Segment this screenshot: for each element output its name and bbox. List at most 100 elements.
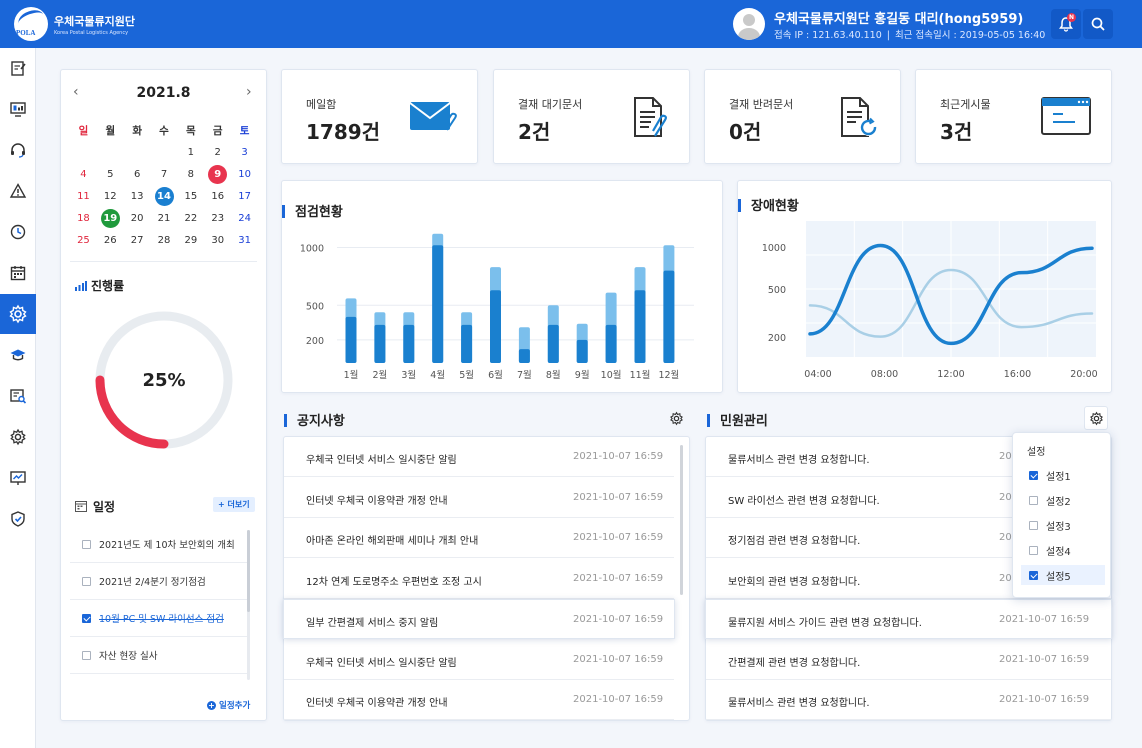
schedule-checkbox[interactable]	[82, 576, 91, 586]
option-checkbox[interactable]	[1029, 495, 1038, 505]
option-checkbox[interactable]	[1029, 545, 1038, 555]
option-checkbox[interactable]	[1029, 570, 1038, 580]
calendar-day[interactable]: 25	[77, 235, 90, 246]
list-item[interactable]: 인터넷 우체국 이용약관 개정 안내 2021-10-07 16:59	[284, 478, 674, 518]
calendar-day[interactable]: 19	[97, 208, 124, 230]
calendar-day[interactable]: 8	[187, 169, 195, 180]
calendar-day[interactable]: 15	[184, 191, 198, 202]
calendar-day[interactable]: 27	[130, 235, 144, 246]
calendar-day[interactable]: 29	[184, 235, 198, 246]
calendar-day[interactable]: 10	[238, 169, 251, 180]
schedule-more-button[interactable]: + 더보기	[213, 497, 255, 512]
notice-settings-button[interactable]	[664, 406, 688, 430]
list-item[interactable]: 인터넷 우체국 이용약관 개정 안내 2021-10-07 16:59	[284, 680, 674, 720]
schedule-item[interactable]: 자산 현장 실사	[70, 637, 248, 674]
calendar-day[interactable]: 20	[130, 213, 144, 224]
sidebar-item-history[interactable]	[0, 212, 36, 252]
dropdown-option[interactable]: 설정5	[1021, 565, 1105, 585]
prev-month-button[interactable]: ‹	[73, 84, 79, 100]
calendar-day[interactable]: 4	[80, 169, 87, 180]
stat-card-pending[interactable]: 결재 대기문서 2건	[493, 69, 690, 164]
user-avatar[interactable]	[733, 8, 765, 40]
failure-chart-panel: 장애현황 1000 500 200 04:00 08:00 12:00 16:00 20:00	[737, 180, 1112, 393]
schedule-item[interactable]: 10월 PC 및 SW 라이선스 점검	[70, 600, 248, 637]
list-item[interactable]: 우체국 인터넷 서비스 일시중단 알림 2021-10-07 16:59	[284, 640, 674, 680]
bar-value	[461, 324, 473, 363]
schedule-text: 2021년 2/4분기 정기점검	[99, 577, 206, 588]
list-item[interactable]: 12차 연계 도로명주소 우편번호 조정 고시 2021-10-07 16:59	[284, 559, 674, 599]
schedule-scrollbar[interactable]	[247, 530, 250, 680]
schedule-checkbox[interactable]	[82, 613, 91, 623]
option-checkbox[interactable]	[1029, 470, 1038, 480]
dropdown-option[interactable]: 설정1	[1021, 465, 1105, 485]
add-schedule-button[interactable]: + 일정추가	[207, 700, 251, 711]
calendar-day[interactable]: 9	[204, 164, 231, 186]
next-month-button[interactable]: ›	[246, 84, 252, 100]
sidebar-item-edit[interactable]	[0, 48, 36, 88]
sidebar-item-calendar[interactable]	[0, 253, 36, 293]
sidebar-item-docs[interactable]	[0, 376, 36, 416]
calendar-day[interactable]: 13	[130, 191, 144, 202]
list-item[interactable]: 일부 간편결제 서비스 중지 알림 2021-10-07 16:59	[283, 599, 675, 639]
schedule-checkbox[interactable]	[82, 650, 91, 660]
stat-card-recent-posts[interactable]: 최근게시물 3건	[915, 69, 1112, 164]
calendar-day[interactable]: 18	[77, 213, 90, 224]
calendar-day[interactable]: 12	[103, 191, 117, 202]
option-checkbox[interactable]	[1029, 520, 1038, 530]
dropdown-option[interactable]: 설정4	[1021, 540, 1105, 560]
calendar-day[interactable]: 11	[77, 191, 90, 202]
sidebar-item-monitor[interactable]	[0, 89, 36, 129]
list-item-title: 간편결제 관련 변경 요청합니다.	[728, 657, 861, 669]
sidebar-item-alert[interactable]	[0, 171, 36, 211]
stat-card-rejected[interactable]: 결재 반려문서 0건	[704, 69, 901, 164]
sidebar-item-education[interactable]	[0, 335, 36, 375]
calendar-day[interactable]: 7	[160, 169, 168, 180]
schedule-list: 2021년도 제 10차 보안회의 개최 2021년 2/4분기 정기점검 10월 …	[70, 526, 248, 686]
calendar-day[interactable]: 3	[241, 147, 248, 158]
calendar-day[interactable]: 16	[211, 191, 225, 202]
list-item[interactable]: 간편결제 관련 변경 요청합니다. 2021-10-07 16:59	[706, 640, 1111, 680]
schedule-item[interactable]: 2021년도 제 10차 보안회의 개최	[70, 526, 248, 563]
schedule-item[interactable]: 2021년 2/4분기 정기점검	[70, 563, 248, 600]
dropdown-option[interactable]: 설정2	[1021, 490, 1105, 510]
calendar-day[interactable]: 5	[107, 169, 114, 180]
sidebar-item-config[interactable]	[0, 417, 36, 457]
calendar-day[interactable]: 30	[211, 235, 225, 246]
sidebar-item-security[interactable]	[0, 499, 36, 539]
graduation-cap-icon	[10, 349, 26, 361]
schedule-item[interactable]: 네트워크 정기 점검	[70, 674, 248, 686]
search-button[interactable]	[1083, 9, 1113, 39]
complaint-settings-button[interactable]	[1084, 406, 1108, 430]
list-item[interactable]: 물류지원 서비스 가이드 관련 변경 요청합니다. 2021-10-07 16:5…	[705, 599, 1112, 639]
calendar-day[interactable]: 14	[151, 186, 178, 208]
calendar-day[interactable]: 6	[133, 169, 141, 180]
notice-scrollbar[interactable]	[680, 445, 683, 595]
list-item[interactable]: 물류서비스 관련 변경 요청합니다. 2021-10-07 16:59	[706, 680, 1111, 720]
failure-chart-title: 장애현황	[738, 195, 799, 214]
calendar-day[interactable]: 21	[157, 213, 171, 224]
sidebar-item-support[interactable]	[0, 130, 36, 170]
calendar-day	[151, 142, 178, 164]
notification-button[interactable]: N	[1051, 9, 1081, 39]
calendar-day[interactable]: 28	[157, 235, 171, 246]
list-item[interactable]: 아마존 온라인 해외판매 세미나 개최 안내 2021-10-07 16:59	[284, 518, 674, 558]
dropdown-option[interactable]: 설정3	[1021, 515, 1105, 535]
stat-card-mail[interactable]: 메일함 1789건	[281, 69, 478, 164]
calendar-day[interactable]: 1	[187, 147, 195, 158]
list-item[interactable]: 우체국 인터넷 서비스 일시중단 알림 2021-10-07 16:59	[284, 437, 674, 477]
calendar-day[interactable]: 2	[214, 147, 221, 158]
sidebar-item-presentation[interactable]	[0, 458, 36, 498]
plus-icon: +	[207, 700, 216, 710]
calendar-day[interactable]: 31	[238, 235, 251, 246]
calendar-day[interactable]: 22	[184, 213, 198, 224]
y-tick-label: 1000	[300, 244, 324, 255]
schedule-checkbox[interactable]	[82, 539, 91, 549]
calendar-day[interactable]: 17	[238, 191, 251, 202]
calendar-day[interactable]: 24	[238, 213, 251, 224]
calendar-day[interactable]: 23	[211, 213, 225, 224]
calendar-day[interactable]: 26	[103, 235, 117, 246]
logo[interactable]: POLA 우체국물류지원단 Korea Postal Logistics Age…	[14, 7, 135, 41]
list-item-title: 정기점검 관련 변경 요청합니다.	[728, 536, 861, 547]
sidebar-item-settings[interactable]	[0, 294, 36, 334]
y-tick-label: 500	[768, 285, 786, 296]
